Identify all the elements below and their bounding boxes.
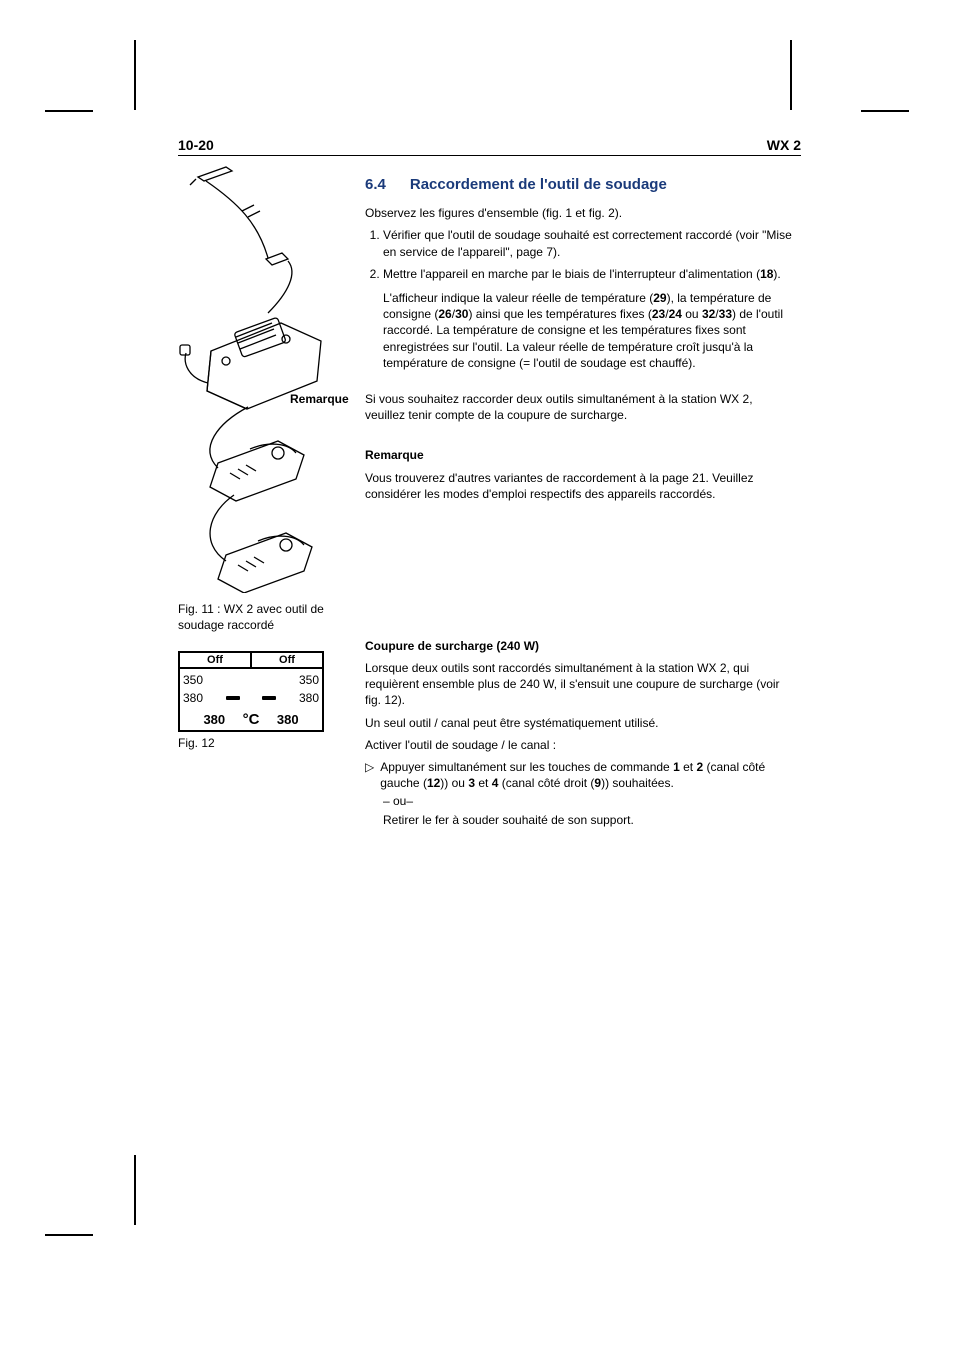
header-right: WX 2 <box>767 137 801 153</box>
si-b4: 23 <box>652 307 665 321</box>
fig12-body: 350 380 350 380 <box>180 669 322 709</box>
si-b5: 24 <box>669 307 682 321</box>
si-t6: ou <box>682 307 702 321</box>
triangle-icon: ▷ <box>365 759 374 791</box>
step-2-b: 18 <box>760 267 773 281</box>
crop-mark <box>861 110 909 112</box>
oa-b1: 1 <box>673 760 680 774</box>
fig12-v380-l: 380 <box>183 689 203 707</box>
step-2: Mettre l'appareil en marche par le biais… <box>383 266 795 282</box>
fig12-v350-r: 350 <box>299 671 319 689</box>
fig12-top-row: Off Off <box>180 653 322 669</box>
intro-text: Observez les figures d'ensemble (fig. 1 … <box>365 205 795 221</box>
header-left: 10-20 <box>178 137 214 153</box>
oa-g: )) souhaitées. <box>601 776 674 790</box>
si-b7: 33 <box>719 307 732 321</box>
fig12-bottom-row: 380 °C 380 <box>180 709 322 730</box>
overload-p3: Activer l'outil de soudage / le canal : <box>365 737 795 753</box>
fig12-v380-r: 380 <box>299 689 319 707</box>
si-b1: 29 <box>653 291 666 305</box>
section-title: Raccordement de l'outil de soudage <box>410 175 667 195</box>
crop-mark <box>45 1234 93 1236</box>
step-1: Vérifier que l'outil de soudage souhaité… <box>383 227 795 259</box>
remarque1-wrap: Remarque Si vous souhaitez raccorder deu… <box>365 391 795 423</box>
fig12-b380-l: 380 <box>186 712 243 727</box>
si-t4: ) ainsi que les températures fixes ( <box>468 307 651 321</box>
remarque1-text: Si vous souhaitez raccorder deux outils … <box>365 391 795 423</box>
si-b2: 26 <box>438 307 451 321</box>
oa-b3: 12 <box>427 776 440 790</box>
fig11-caption: Fig. 11 : WX 2 avec outil de soudage rac… <box>178 601 353 633</box>
oa-b: et <box>680 760 697 774</box>
overload-ou: – ou– <box>383 793 795 809</box>
page: 10-20 WX 2 <box>0 0 954 1351</box>
step-2-c: ). <box>773 267 780 281</box>
remarque2-label: Remarque <box>365 447 795 463</box>
right-column: 6.4 Raccordement de l'outil de soudage O… <box>365 175 795 828</box>
oa-f: (canal côté droit ( <box>498 776 594 790</box>
fig12-v350-l: 350 <box>183 671 203 689</box>
oa-b4: 3 <box>468 776 475 790</box>
remarque2-wrap: Remarque Vous trouverez d'autres variant… <box>365 447 795 502</box>
left-column: Fig. 11 : WX 2 avec outil de soudage rac… <box>178 163 353 750</box>
fig12-col-right: 350 380 <box>287 669 323 709</box>
overload-retirer: Retirer le fer à souder souhaité de son … <box>383 812 795 828</box>
crop-mark <box>134 1155 136 1225</box>
crop-mark <box>134 40 136 110</box>
si-b6: 32 <box>702 307 715 321</box>
action-list: ▷ Appuyer simultanément sur les touches … <box>365 759 795 791</box>
page-header: 10-20 WX 2 <box>178 137 801 156</box>
fig12-display: Off Off 350 380 350 380 <box>178 651 324 732</box>
fig12-b380-r: 380 <box>259 712 316 727</box>
remarque2-text: Vous trouverez d'autres variantes de rac… <box>365 470 795 502</box>
section-heading: 6.4 Raccordement de l'outil de soudage <box>365 175 795 195</box>
si-t1: L'afficheur indique la valeur réelle de … <box>383 291 653 305</box>
step-2-a: Mettre l'appareil en marche par le biais… <box>383 267 760 281</box>
action-item: ▷ Appuyer simultanément sur les touches … <box>365 759 795 791</box>
fig12-caption: Fig. 12 <box>178 736 353 750</box>
section-number: 6.4 <box>365 175 386 195</box>
fig12-off-left: Off <box>180 653 252 667</box>
fig12-col-left: 350 380 <box>180 669 216 709</box>
overload-p1: Lorsque deux outils sont raccordés simul… <box>365 660 795 709</box>
remarque1-label: Remarque <box>290 391 357 407</box>
crop-mark <box>790 40 792 110</box>
crop-mark <box>45 110 93 112</box>
fig12-col-mid-right <box>251 669 287 709</box>
steps-list: Vérifier que l'outil de soudage souhaité… <box>365 227 795 282</box>
oa-e: et <box>475 776 492 790</box>
fig12-off-right: Off <box>252 653 322 667</box>
fig12-unit: °C <box>243 711 260 728</box>
action-text: Appuyer simultanément sur les touches de… <box>380 759 795 791</box>
fig12-col-mid-left <box>216 669 252 709</box>
oa-d: )) ou <box>440 776 468 790</box>
oa-a: Appuyer simultanément sur les touches de… <box>380 760 673 774</box>
overload-heading: Coupure de surcharge (240 W) <box>365 638 795 654</box>
screen-info: L'afficheur indique la valeur réelle de … <box>383 290 795 371</box>
fig12-dash-left <box>226 689 240 707</box>
overload-p2: Un seul outil / canal peut être systémat… <box>365 715 795 731</box>
spacer <box>365 508 795 624</box>
si-b3: 30 <box>455 307 468 321</box>
fig12-dash-right <box>262 689 276 707</box>
step-1-text: Vérifier que l'outil de soudage souhaité… <box>383 228 792 258</box>
fig11-illustration <box>178 163 348 593</box>
